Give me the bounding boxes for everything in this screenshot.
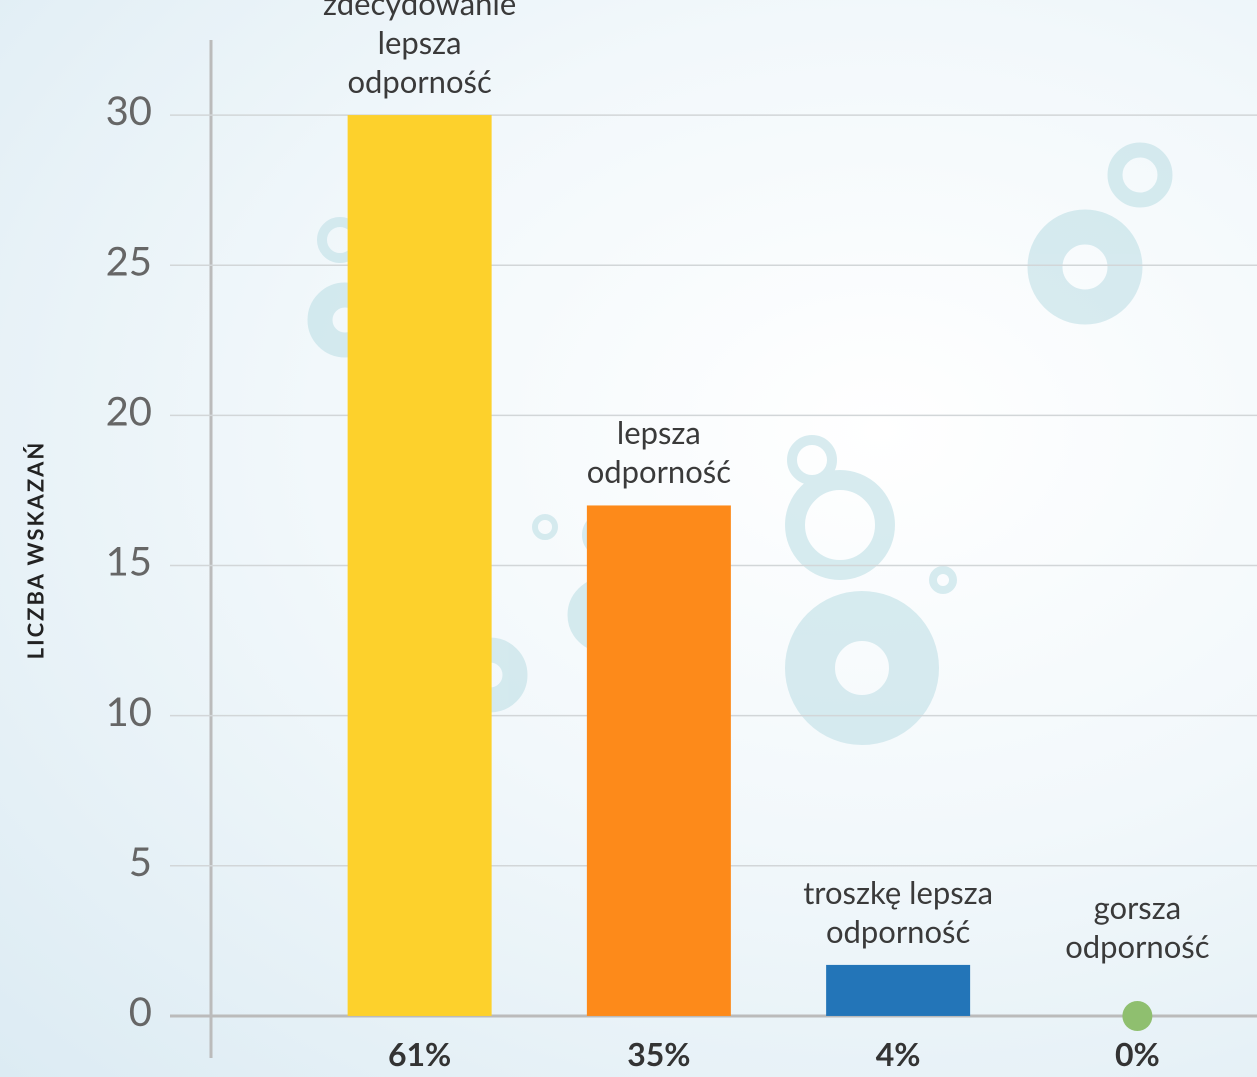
bar — [347, 115, 492, 1016]
y-tick-label: 5 — [129, 837, 152, 885]
share-label: 61% — [388, 1034, 451, 1073]
bar — [586, 505, 731, 1016]
y-tick-label: 0 — [129, 987, 152, 1035]
y-tick-label: 20 — [106, 386, 152, 434]
bar — [826, 964, 971, 1016]
y-axis-title: LICZBA WSKAZAŃ — [22, 441, 49, 660]
share-label: 35% — [627, 1034, 690, 1073]
share-label: 0% — [1115, 1034, 1160, 1073]
share-label: 4% — [876, 1034, 921, 1073]
category-label: troszkę lepsza odporność — [803, 872, 994, 950]
y-tick-label: 10 — [106, 687, 152, 735]
y-tick-label: 25 — [106, 236, 152, 284]
category-label: zdecydowanie lepsza odporność — [323, 0, 517, 101]
y-tick-label: 30 — [106, 86, 152, 134]
bar — [1122, 1000, 1153, 1031]
category-label: gorsza odporność — [1065, 887, 1210, 965]
category-label: lepsza odporność — [586, 413, 732, 491]
y-tick-label: 15 — [106, 537, 152, 585]
